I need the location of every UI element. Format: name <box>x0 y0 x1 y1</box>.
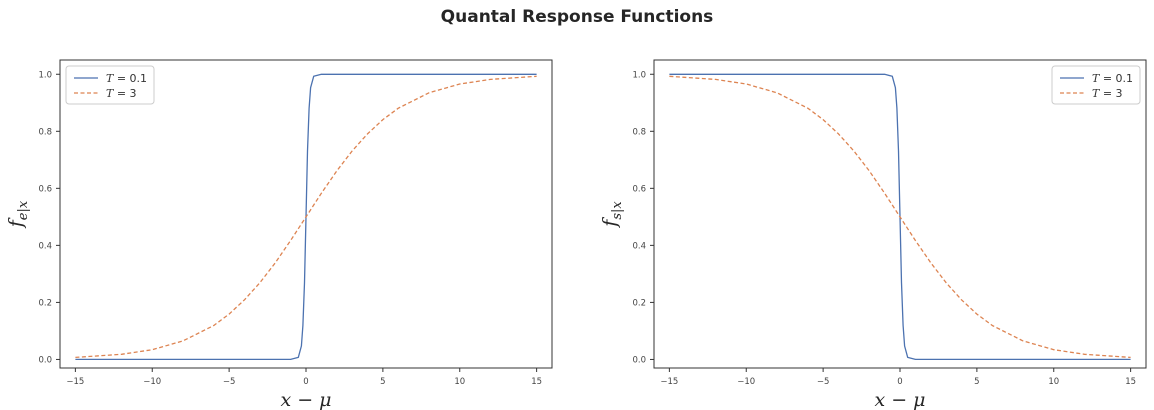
y-tick-label: 0.0 <box>632 355 646 365</box>
legend-entry-variable: T <box>106 87 115 100</box>
legend-entry-variable: T <box>1092 72 1101 85</box>
y-tick-label: 0.6 <box>632 184 646 194</box>
y-tick-label: 0.8 <box>632 127 646 137</box>
y-tick-label: 0.2 <box>632 298 646 308</box>
legend: T = 0.1T = 3 <box>1051 65 1141 105</box>
chart-panel-1: −15 −10 −5 0 5 10 15 0.0 0.2 0.4 0.6 0.8 1.0 x − μ fe|… <box>5 59 553 410</box>
legend-entry-value: = 0.1 <box>113 72 147 85</box>
x-tick-label: −5 <box>817 377 830 387</box>
y-tick-label: 0.6 <box>38 184 52 194</box>
y-tick-label: 1.0 <box>38 70 52 80</box>
y-axis-label: fs|x <box>599 201 625 229</box>
y-tick-label: 0.2 <box>38 298 52 308</box>
y-tick-label: 0.4 <box>38 241 52 251</box>
legend-entry-label: T = 0.1 <box>106 72 147 85</box>
figure-title: Quantal Response Functions <box>441 7 714 27</box>
x-tick-label: 5 <box>974 377 979 387</box>
series-line-dashed <box>669 75 1131 359</box>
y-tick-label: 0.8 <box>38 127 52 137</box>
y-axis-label: fe|x <box>5 200 31 229</box>
x-tick-label: −10 <box>737 377 755 387</box>
x-tick-label: −15 <box>660 377 678 387</box>
x-tick-label: −5 <box>223 377 236 387</box>
series-line-dashed <box>75 75 537 359</box>
legend-entry-label: T = 3 <box>1092 87 1123 100</box>
x-tick-label: 15 <box>1125 377 1136 387</box>
x-tick-label: 10 <box>454 377 465 387</box>
x-tick-label: 10 <box>1048 377 1059 387</box>
x-tick-label: −15 <box>66 377 84 387</box>
y-axis-label-main: f <box>5 217 27 229</box>
x-axis-label: x − μ <box>874 389 925 410</box>
x-tick-label: 0 <box>897 377 902 387</box>
legend-entry-value: = 3 <box>113 87 136 100</box>
legend-box <box>1051 65 1141 105</box>
legend-entry-variable: T <box>106 72 115 85</box>
x-tick-label: 0 <box>303 377 308 387</box>
legend: T = 0.1T = 3 <box>65 65 155 105</box>
x-axis-label: x − μ <box>280 389 331 410</box>
legend-entry-value: = 3 <box>1099 87 1122 100</box>
y-axis-label-subscript: e|x <box>16 200 31 220</box>
y-tick-label: 1.0 <box>632 70 646 80</box>
legend-entry-label: T = 3 <box>106 87 137 100</box>
y-tick-label: 0.4 <box>632 241 646 251</box>
x-tick-label: 15 <box>531 377 542 387</box>
legend-entry-value: = 0.1 <box>1099 72 1133 85</box>
legend-entry-variable: T <box>1092 87 1101 100</box>
plots-container: −15 −10 −5 0 5 10 150.00.20.40.60.81.0x − μfe|… <box>5 59 1147 410</box>
legend-box <box>65 65 155 105</box>
x-tick-label: 5 <box>380 377 385 387</box>
y-axis-label-subscript: s|x <box>610 201 625 220</box>
y-axis-label-main: f <box>599 217 621 229</box>
y-tick-label: 0.0 <box>38 355 52 365</box>
chart-panel-2: −15 −10 −5 0 5 10 15 0.0 0.2 0.4 0.6 0.8 1.0 x − μ fs|… <box>599 59 1147 410</box>
legend-entry-label: T = 0.1 <box>1092 72 1133 85</box>
x-tick-label: −10 <box>143 377 161 387</box>
